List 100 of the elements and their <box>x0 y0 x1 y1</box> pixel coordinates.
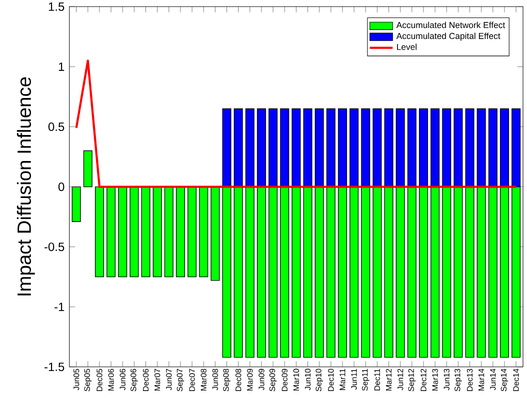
bar <box>361 186 370 358</box>
bar <box>372 108 382 187</box>
bar <box>292 108 301 187</box>
x-tick-label: Mar09 <box>247 368 253 390</box>
bar <box>303 108 312 187</box>
bar <box>407 108 416 187</box>
bar <box>83 150 92 187</box>
bar <box>164 186 174 278</box>
bar <box>188 186 197 278</box>
bar <box>465 186 474 358</box>
y-tick-label: 1.5 <box>48 2 64 11</box>
bar <box>292 186 301 358</box>
bar <box>338 108 347 187</box>
bar <box>418 186 428 358</box>
x-tick-label: Jun10 <box>304 368 311 390</box>
x-tick-label: Dec14 <box>513 368 519 391</box>
legend-label: Accumulated Capital Effect <box>396 32 500 41</box>
bar <box>268 186 278 358</box>
bar <box>210 186 220 281</box>
bar <box>256 108 266 187</box>
bar <box>199 186 208 278</box>
x-tick-label: Mar06 <box>108 368 114 390</box>
legend-label: Level <box>397 44 416 50</box>
bar <box>350 108 359 187</box>
bar <box>118 186 128 278</box>
x-tick-label: Dec13 <box>466 368 473 391</box>
y-tick-label: -1.5 <box>44 362 64 371</box>
x-tick-label: Dec08 <box>236 368 242 391</box>
bar <box>396 108 405 187</box>
bar <box>442 108 452 187</box>
y-axis-title: Impact Diffusion Influence <box>16 77 35 296</box>
x-tick-label: Mar10 <box>293 368 300 390</box>
bar <box>500 108 509 187</box>
x-tick-label: Mar13 <box>432 368 438 390</box>
bar <box>372 186 382 358</box>
bar <box>222 186 232 358</box>
x-tick-label: Jun13 <box>444 368 450 390</box>
bar <box>106 186 116 278</box>
bar <box>234 186 243 358</box>
bar <box>94 186 104 278</box>
bar <box>407 186 416 358</box>
bar <box>418 108 428 187</box>
bar <box>256 186 266 358</box>
bar <box>476 186 486 358</box>
x-tick-label: Jun05 <box>73 368 80 390</box>
x-tick-label: Sep12 <box>408 368 416 392</box>
bar <box>222 108 232 187</box>
bar <box>268 108 278 187</box>
bar <box>314 108 324 187</box>
bar <box>488 108 498 187</box>
bar <box>326 186 336 358</box>
x-tick-label: Jun08 <box>212 368 218 390</box>
bar <box>314 186 324 358</box>
bar <box>141 186 150 278</box>
x-tick-label: Jun09 <box>258 368 264 390</box>
x-tick-label: Mar07 <box>154 368 160 390</box>
y-tick-label: 1 <box>58 62 64 71</box>
bar <box>245 186 254 358</box>
x-tick-label: Mar12 <box>386 368 392 390</box>
x-tick-label: Sep06 <box>130 368 138 392</box>
bar <box>465 108 474 187</box>
x-tick-label: Sep14 <box>500 368 508 392</box>
bar <box>72 186 81 222</box>
x-tick-label: Sep13 <box>454 368 462 392</box>
bar <box>130 186 139 278</box>
x-tick-label: Jun12 <box>398 368 404 390</box>
bar <box>176 186 185 278</box>
y-tick-label: -0.5 <box>44 242 64 251</box>
x-tick-label: Dec09 <box>282 368 288 391</box>
bar <box>326 108 336 187</box>
bar <box>384 186 394 358</box>
bar <box>454 186 463 358</box>
legend-label: Accumulated Network Effect <box>396 22 506 28</box>
x-tick-label: Dec12 <box>420 368 426 391</box>
y-tick-label: 0 <box>58 182 64 191</box>
x-tick-label: Sep10 <box>316 368 323 392</box>
x-tick-label: Dec07 <box>189 368 195 391</box>
x-tick-label: Mar11 <box>340 368 346 390</box>
x-tick-label: Dec11 <box>374 368 380 390</box>
bar <box>303 186 312 358</box>
x-tick-label: Dec06 <box>142 368 149 391</box>
bar <box>430 108 440 187</box>
bar <box>442 186 452 358</box>
bar <box>361 108 370 187</box>
x-tick-label: Jun07 <box>166 368 172 390</box>
bar <box>384 108 394 187</box>
x-tick-label: Sep09 <box>269 368 277 392</box>
bar <box>476 108 486 187</box>
x-tick-label: Jun11 <box>351 368 357 390</box>
x-tick-label: Sep07 <box>176 368 184 392</box>
y-tick-label: 0.5 <box>48 122 64 131</box>
bar <box>396 186 405 358</box>
bar <box>488 186 498 358</box>
y-tick-label: -1 <box>54 302 64 311</box>
bar <box>350 186 359 358</box>
x-tick-label: Mar08 <box>200 368 206 390</box>
x-tick-label: Mar14 <box>478 368 484 390</box>
bar <box>152 186 162 278</box>
x-tick-label: Sep08 <box>223 368 230 392</box>
x-tick-label: Jun14 <box>490 368 496 390</box>
